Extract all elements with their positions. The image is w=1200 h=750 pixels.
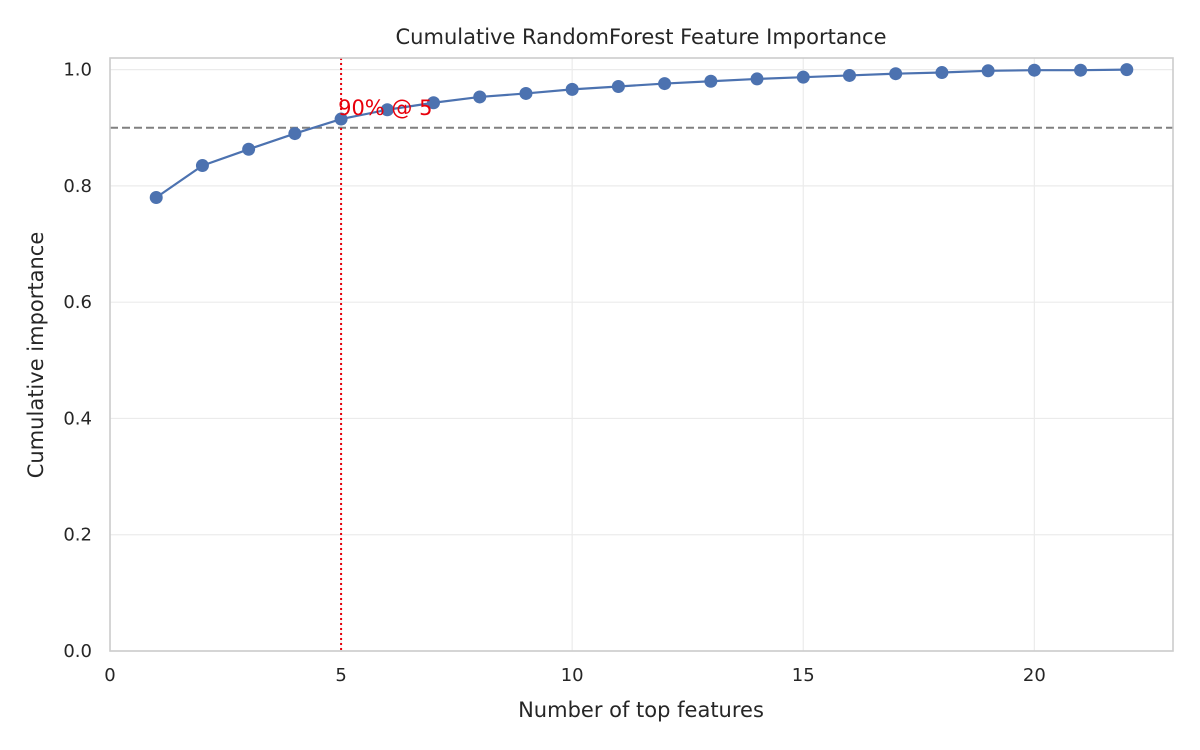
y-tick-label: 0.6 <box>63 292 92 313</box>
annotation-label: 90% @ 5 <box>338 96 432 120</box>
data-point <box>565 82 579 96</box>
data-point <box>704 74 718 88</box>
tick-labels: 0 5 10 15 20 0.0 0.2 0.4 0.6 0.8 1.0 <box>63 60 1045 686</box>
data-point <box>334 112 348 126</box>
data-point <box>750 72 764 86</box>
data-point <box>842 68 856 82</box>
data-point <box>242 142 256 156</box>
y-tick-label: 0.0 <box>63 641 92 662</box>
data-point <box>1027 63 1041 77</box>
x-tick-label: 5 <box>335 665 346 686</box>
data-point <box>195 159 209 173</box>
chart-title: Cumulative RandomForest Feature Importan… <box>396 25 887 49</box>
x-tick-label: 20 <box>1023 665 1046 686</box>
data-point <box>796 70 810 84</box>
data-point <box>519 86 533 100</box>
x-tick-label: 0 <box>104 665 115 686</box>
data-point <box>1074 63 1088 77</box>
series-line <box>155 68 1127 199</box>
y-tick-label: 0.8 <box>63 176 92 197</box>
data-point <box>889 67 903 81</box>
data-point <box>935 66 949 80</box>
data-point <box>473 90 487 104</box>
data-point <box>611 79 625 93</box>
x-tick-label: 15 <box>792 665 815 686</box>
y-tick-label: 1.0 <box>63 60 92 81</box>
data-point <box>658 77 672 91</box>
plot-frame <box>109 57 1174 652</box>
data-point <box>380 103 394 117</box>
x-axis-label: Number of top features <box>518 698 764 722</box>
series-layer <box>149 63 1134 205</box>
x-tick-label: 10 <box>561 665 584 686</box>
data-point <box>288 127 302 141</box>
data-point <box>1120 63 1134 77</box>
data-point <box>981 64 995 78</box>
y-tick-label: 0.2 <box>63 525 92 546</box>
data-point <box>149 191 163 205</box>
y-tick-label: 0.4 <box>63 408 92 429</box>
data-point <box>427 96 441 110</box>
reference-lines <box>110 58 1173 651</box>
y-axis-label: Cumulative importance <box>24 232 48 479</box>
